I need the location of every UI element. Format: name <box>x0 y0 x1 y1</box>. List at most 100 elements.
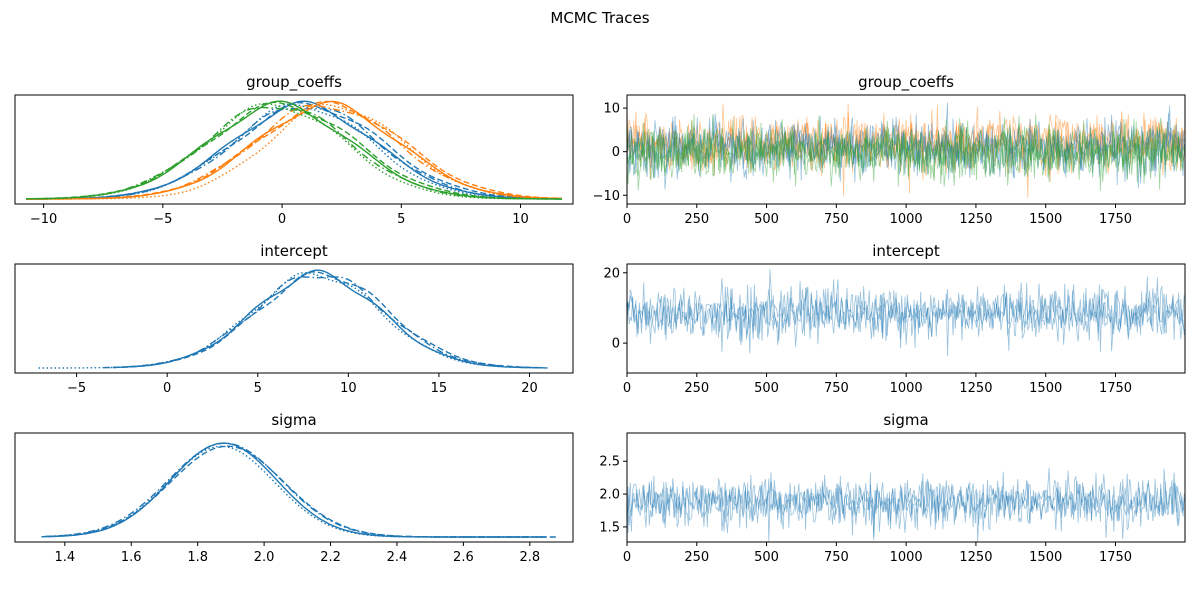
intercept_trace-ytick-label: 0 <box>612 337 620 352</box>
intercept_density-density-line <box>112 269 548 369</box>
sigma_density-frame <box>14 432 574 543</box>
sigma_trace-trace-line <box>627 472 1185 542</box>
sigma_trace-xtick-label: 250 <box>684 550 709 565</box>
intercept_trace-title: intercept <box>872 242 940 260</box>
group_coeffs_density-density-line <box>26 103 562 200</box>
group_coeffs_trace-series-group <box>627 102 1185 198</box>
intercept_density-xtick-label: −5 <box>67 381 86 396</box>
sigma_trace-ytick-label: 1.5 <box>599 520 620 535</box>
intercept_trace-ytick-label: 20 <box>603 266 620 281</box>
group_coeffs_trace-trace-line <box>627 102 1185 189</box>
intercept_trace-xtick-label: 250 <box>684 381 709 396</box>
group_coeffs_trace-xtick-label: 1250 <box>959 212 992 227</box>
group_coeffs_trace-trace-line <box>627 115 1185 187</box>
sigma_density-title: sigma <box>271 411 316 429</box>
sigma_trace-title: sigma <box>883 411 928 429</box>
intercept_density-xtick-label: 15 <box>431 381 448 396</box>
intercept_trace-xtick-label: 0 <box>623 381 631 396</box>
group_coeffs_density-density-line <box>26 101 562 200</box>
sigma_density-xtick-label: 2.2 <box>320 550 341 565</box>
intercept_trace-xtick-label: 750 <box>824 381 849 396</box>
sigma_density-xtick-label: 2.6 <box>453 550 474 565</box>
group_coeffs_trace-trace-line <box>627 114 1185 191</box>
intercept_trace-xtick-label: 1000 <box>890 381 923 396</box>
intercept_trace-trace-line <box>627 269 1185 354</box>
sigma_density-xtick-label: 2.4 <box>387 550 408 565</box>
group_coeffs_trace-xtick-label: 500 <box>754 212 779 227</box>
sigma_density-xtick-label: 1.8 <box>187 550 208 565</box>
sigma_density-xtick-label: 1.4 <box>54 550 75 565</box>
sigma_density-xtick-label: 1.6 <box>121 550 142 565</box>
group_coeffs_trace-xtick-label: 1500 <box>1029 212 1062 227</box>
group_coeffs_trace-trace-line <box>627 106 1185 198</box>
group_coeffs_density-density-line <box>26 102 562 200</box>
group_coeffs_trace-trace-line <box>627 113 1185 190</box>
group_coeffs_density-xtick-label: 10 <box>512 212 529 227</box>
sigma_trace-xtick-label: 1750 <box>1099 550 1132 565</box>
group_coeffs_trace-ytick-label: 10 <box>603 102 620 117</box>
sigma_density-density-line <box>48 445 557 538</box>
group_coeffs_density-density-line <box>26 107 562 200</box>
intercept_density-xtick-label: 5 <box>254 381 262 396</box>
group_coeffs_density-xtick-label: 5 <box>397 212 405 227</box>
group_coeffs_density-density-line <box>26 101 562 200</box>
group_coeffs_density-xtick-label: 0 <box>278 212 286 227</box>
group_coeffs_trace-trace-line <box>627 112 1185 190</box>
sigma_density-density-line <box>41 445 530 538</box>
intercept_density-xtick-label: 20 <box>521 381 538 396</box>
group_coeffs_density-xtick-label: −5 <box>153 212 172 227</box>
intercept_trace-xtick-label: 1500 <box>1029 381 1062 396</box>
intercept_density-xtick-label: 0 <box>163 381 171 396</box>
intercept_density-density-line <box>38 271 530 369</box>
sigma_trace-trace-line <box>627 468 1185 541</box>
group_coeffs_density-density-line <box>26 104 562 200</box>
group_coeffs_density-frame <box>14 94 574 205</box>
intercept_trace-xtick-label: 1250 <box>959 381 992 396</box>
group_coeffs_trace-xtick-label: 0 <box>623 212 631 227</box>
sigma_density-density-line <box>44 442 544 538</box>
sigma_density-density-line <box>41 442 547 538</box>
group_coeffs_trace-trace-line <box>627 105 1185 183</box>
group_coeffs_trace-trace-line <box>627 106 1185 181</box>
sigma_trace-xtick-label: 1500 <box>1029 550 1062 565</box>
sigma_trace-series-group <box>627 467 1185 542</box>
sigma_trace-xtick-label: 1000 <box>890 550 923 565</box>
sigma_trace-xtick-label: 1250 <box>959 550 992 565</box>
sigma_trace-xtick-label: 500 <box>754 550 779 565</box>
intercept_density-density-line <box>103 271 539 369</box>
group_coeffs_trace-xtick-label: 1000 <box>890 212 923 227</box>
intercept_trace-xtick-label: 1750 <box>1099 381 1132 396</box>
group_coeffs_trace-ytick-label: 0 <box>612 145 620 160</box>
intercept_density-series-group <box>38 269 548 369</box>
group_coeffs_trace-xtick-label: 250 <box>684 212 709 227</box>
group_coeffs_density-density-line <box>26 106 562 200</box>
group_coeffs_trace-xtick-label: 750 <box>824 212 849 227</box>
intercept_density-title: intercept <box>260 242 328 260</box>
group_coeffs_trace-trace-line <box>627 103 1185 194</box>
intercept_density-density-line <box>112 276 544 369</box>
group_coeffs_trace-title: group_coeffs <box>858 73 954 92</box>
intercept_trace-trace-line <box>627 277 1185 357</box>
intercept_trace-xtick-label: 500 <box>754 381 779 396</box>
figure-title: MCMC Traces <box>550 9 649 27</box>
sigma_density-xtick-label: 2.8 <box>519 550 540 565</box>
intercept_trace-trace-line <box>627 282 1185 348</box>
sigma_trace-ytick-label: 2.5 <box>599 455 620 470</box>
sigma_density-series-group <box>41 442 557 538</box>
group_coeffs_density-series-group <box>26 100 562 200</box>
group_coeffs_trace-xtick-label: 1750 <box>1099 212 1132 227</box>
group_coeffs_density-density-line <box>26 100 562 200</box>
group_coeffs_density-xtick-label: −10 <box>30 212 57 227</box>
group_coeffs_density-title: group_coeffs <box>246 73 342 92</box>
sigma_trace-xtick-label: 750 <box>824 550 849 565</box>
intercept_density-xtick-label: 10 <box>340 381 357 396</box>
intercept_density-frame <box>14 263 574 374</box>
sigma_trace-trace-line <box>627 467 1185 542</box>
intercept_trace-series-group <box>627 269 1185 357</box>
group_coeffs_trace-ytick-label: −10 <box>593 189 620 204</box>
sigma_trace-ytick-label: 2.0 <box>599 488 620 503</box>
sigma_trace-xtick-label: 0 <box>623 550 631 565</box>
sigma_density-xtick-label: 2.0 <box>254 550 275 565</box>
